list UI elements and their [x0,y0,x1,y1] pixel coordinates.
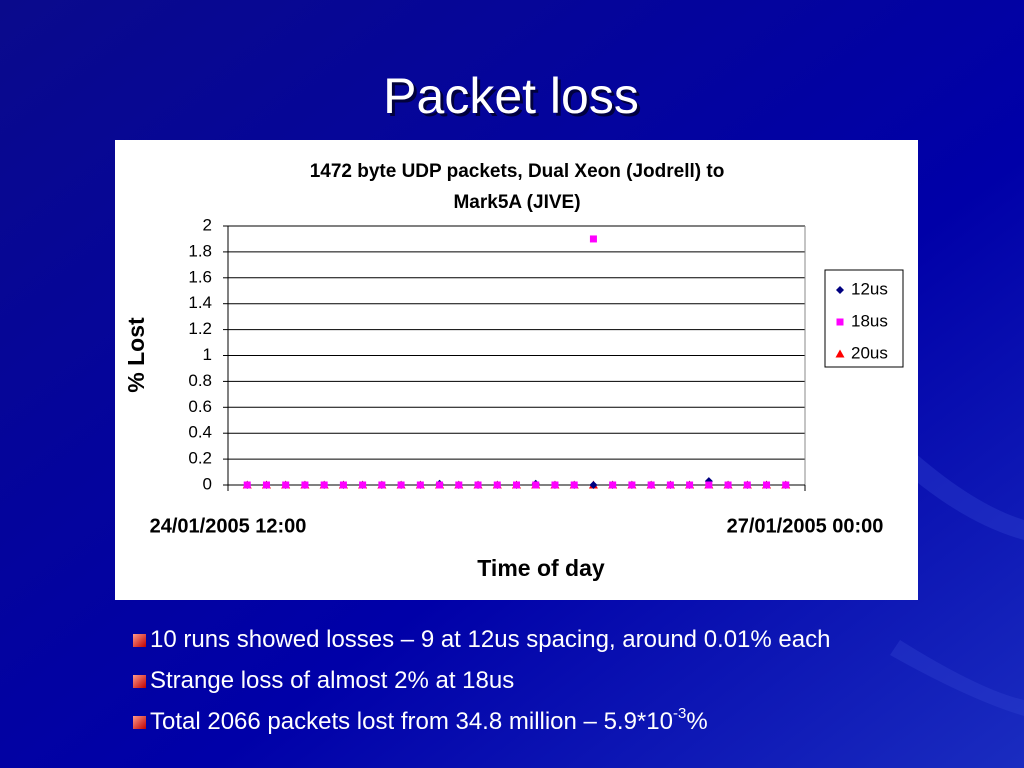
point [339,481,347,489]
bullet-text: 10 runs showed losses – 9 at 12us spacin… [150,626,830,653]
bullet-text: 10 runs showed losses – 9 at 12us spacin… [150,626,830,653]
point [724,481,732,489]
point [262,481,270,489]
chart-title: Mark5A (JIVE) [453,192,580,213]
y-axis-label: % Lost [123,317,149,393]
point [301,481,309,489]
legend: 12us 18us 20us [824,269,904,368]
point [416,481,424,489]
point [455,481,463,489]
point [705,481,713,489]
point [493,481,501,489]
slide-title-shadow: Packet loss [386,71,642,127]
y-tick-label: 0.8 [188,371,212,390]
plot: 0 0.2 0.4 0.6 0.8 1 1.2 1.4 1.6 1.8 2 24/01/2005 12… [150,215,884,537]
bullet-icon [133,675,146,688]
point [570,481,578,489]
y-tick-label: 2 [203,215,212,234]
point [666,481,674,489]
point [835,349,845,358]
y-tick-label: 1 [203,345,212,364]
point [282,481,290,489]
point [243,481,251,489]
chart-title: 1472 byte UDP packets, Dual Xeon (Jodrel… [310,161,725,182]
legend-label: 12us [851,279,888,298]
y-tick-label: 0 [203,474,212,493]
point [320,481,328,489]
point [686,481,694,489]
point [836,286,844,294]
y-tick-label: 1.8 [188,241,212,260]
point [836,318,844,326]
point [436,481,444,489]
point [378,481,386,489]
point [609,481,617,489]
point [628,481,636,489]
bullet-text: Total 2066 packets lost from 34.8 millio… [150,705,708,735]
point [743,481,751,489]
point [397,481,405,489]
y-tick-label: 1.4 [188,293,212,312]
y-tick-label: 0.6 [188,397,212,416]
point [513,481,520,489]
bullet-sup: -3 [673,705,686,722]
point [474,481,482,489]
slide-title: Packet loss [383,68,639,124]
bullet-icon [133,634,146,647]
bullet-text: Strange loss of almost 2% at 18us [150,667,514,694]
legend-label: 18us [851,311,888,330]
point [359,481,367,489]
bullet-list: 10 runs showed losses – 9 at 12us spacin… [133,626,830,735]
x-tick-label: 24/01/2005 12:00 [150,515,307,537]
chart-area [115,140,918,600]
point [532,481,540,489]
point [647,481,655,489]
point [551,481,559,489]
y-tick-label: 1.2 [188,319,212,338]
y-tick-label: 1.6 [188,267,212,286]
point [589,481,598,489]
point [589,235,597,243]
point [782,481,790,489]
y-tick-label: 0.4 [188,423,212,442]
bullet-icon [133,716,146,729]
bullet-text: Strange loss of almost 2% at 18us [150,667,514,694]
legend-label: 20us [851,343,888,362]
bullet-after: % [686,708,707,735]
x-tick-label: 27/01/2005 00:00 [727,515,884,537]
x-axis-label: Time of day [477,555,605,581]
point [763,481,771,489]
y-tick-label: 0.2 [188,449,212,468]
bullet-text: Total 2066 packets lost from 34.8 millio… [150,708,673,735]
